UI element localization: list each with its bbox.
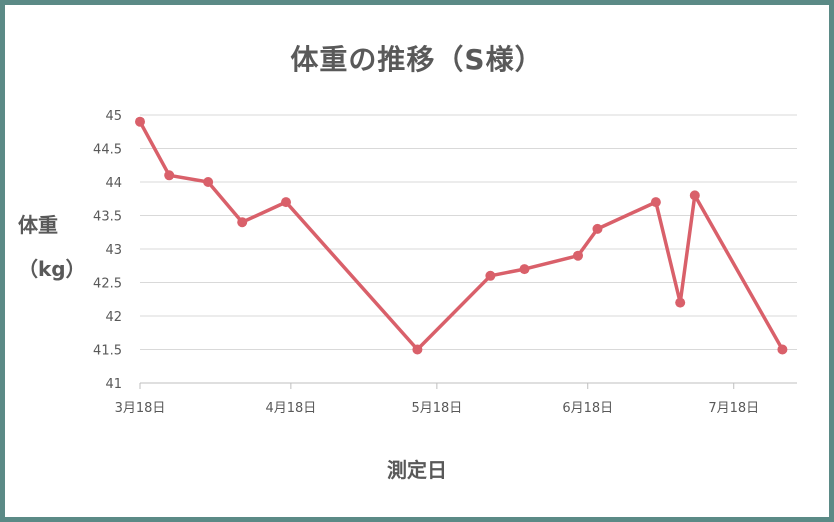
data-point-marker: [203, 177, 214, 187]
data-point-marker: [281, 197, 291, 208]
x-axis-label: 測定日: [387, 458, 447, 482]
y-axis-label-line-2: （kg）: [18, 257, 86, 281]
data-point-marker: [777, 344, 788, 355]
x-tick-label: 4月18日: [265, 401, 316, 416]
data-point-marker: [164, 170, 175, 181]
y-tick-label: 41: [105, 377, 122, 392]
y-tick-label: 43.5: [93, 210, 122, 225]
data-point-marker: [650, 197, 661, 208]
data-point-marker: [237, 217, 248, 228]
y-tick-label: 42.5: [93, 277, 122, 292]
y-axis-label-line-1: 体重: [18, 213, 58, 237]
y-tick-label: 44: [105, 176, 122, 191]
data-point-marker: [573, 250, 583, 261]
y-tick-label: 43: [105, 243, 122, 258]
data-point-marker: [412, 344, 423, 355]
data-point-marker: [519, 264, 530, 275]
data-point-marker: [675, 297, 686, 308]
data-point-marker: [135, 116, 145, 127]
x-tick-label: 3月18日: [115, 401, 166, 416]
data-point-marker: [689, 190, 700, 201]
x-tick-label: 6月18日: [562, 401, 613, 416]
chart-title: 体重の推移（S様）: [290, 43, 544, 76]
y-tick-label: 44.5: [93, 143, 122, 158]
data-point-marker: [592, 223, 603, 234]
x-tick-label: 5月18日: [411, 401, 462, 416]
weight-series-line: [138, 119, 785, 352]
y-axis-label: 体重 （kg）: [18, 203, 88, 291]
x-tick-label: 7月18日: [708, 401, 759, 416]
y-tick-label: 42: [105, 310, 122, 325]
y-tick-label: 45: [105, 109, 122, 124]
data-point-marker: [485, 270, 496, 281]
y-tick-label: 41.5: [93, 344, 122, 359]
